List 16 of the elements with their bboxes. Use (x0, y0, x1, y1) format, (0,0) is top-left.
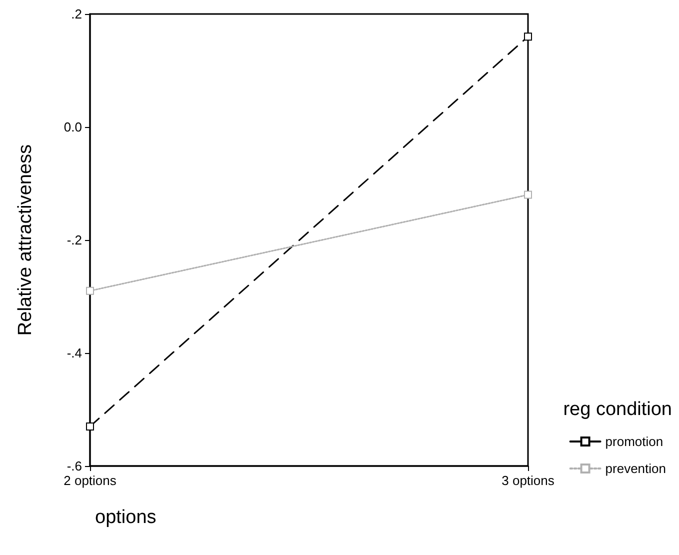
y-tick-label: .2 (71, 6, 82, 22)
point (524, 190, 532, 199)
point (86, 422, 94, 430)
point (524, 32, 532, 41)
y-tick-label: -.6 (66, 458, 82, 474)
legend-label: promotion (605, 434, 664, 449)
y-axis-title: Relative attractiveness (15, 144, 36, 336)
y-tick-label: 0.0 (64, 120, 82, 134)
legend-title: reg condition (563, 399, 672, 420)
x-tick-label: 3 options (502, 473, 555, 488)
y-tick-label: -.4 (66, 346, 82, 360)
point (86, 286, 94, 295)
y-tick-label: -.2 (66, 232, 82, 248)
x-axis-title: options (95, 507, 156, 528)
legend-label: prevention (605, 461, 666, 476)
x-tick-label: 2 options (64, 473, 117, 488)
